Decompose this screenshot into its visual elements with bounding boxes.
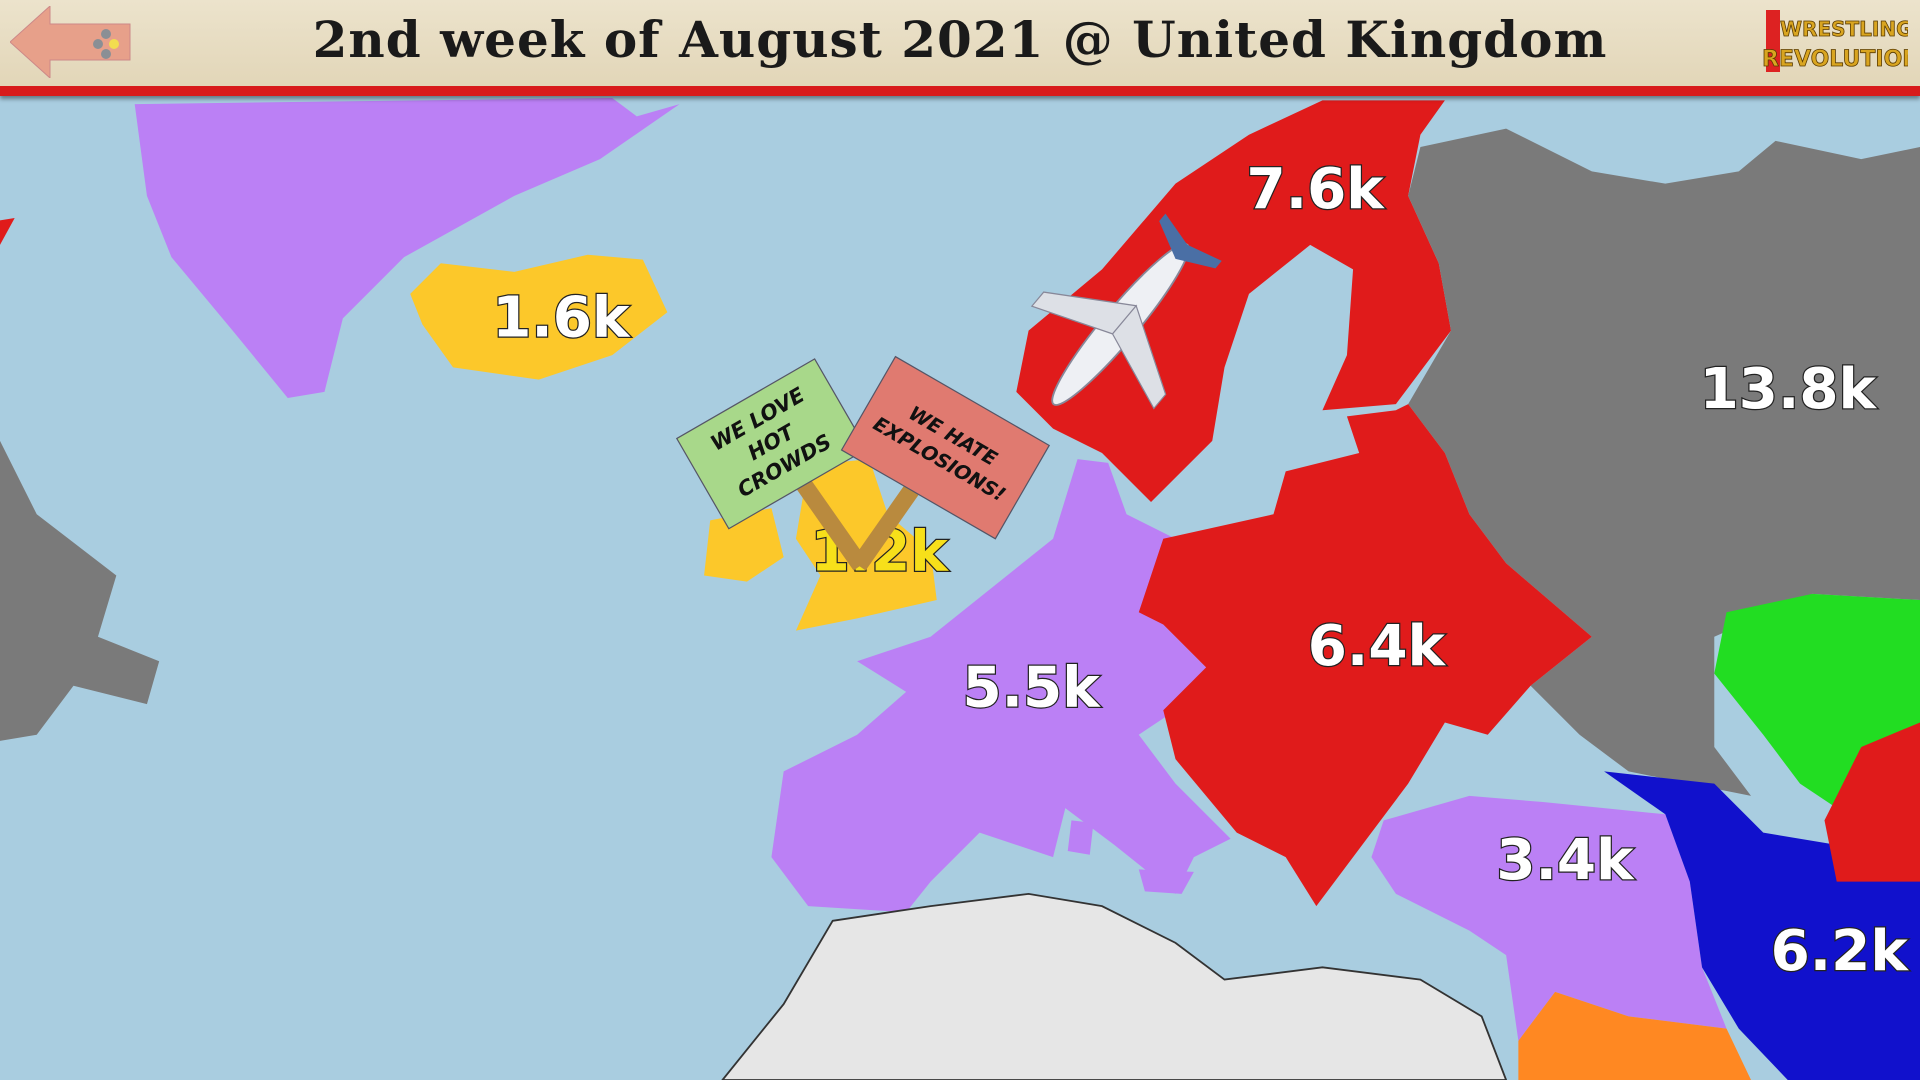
game-logo: WRESTLING REVOLUTION (1758, 4, 1920, 76)
region-canada (0, 440, 160, 741)
region-value-turkey: 3.4k (1496, 828, 1635, 893)
region-central-asia (1714, 593, 1920, 809)
region-turkey[interactable] (1371, 795, 1727, 1041)
region-russia[interactable] (1408, 128, 1920, 796)
svg-text:REVOLUTION: REVOLUTION (1762, 47, 1908, 72)
region-value-scandinavia: 7.6k (1247, 157, 1386, 222)
region-ireland[interactable] (704, 508, 784, 582)
airplane-icon (1030, 213, 1222, 410)
region-eastern-europe[interactable] (1138, 404, 1592, 907)
header-bar: 2nd week of August 2021 @ United Kingdom… (0, 0, 1920, 96)
region-north-africa (721, 892, 1508, 1080)
back-button[interactable] (9, 4, 135, 80)
back-arrow-icon (9, 4, 131, 80)
region-greenland[interactable] (134, 97, 680, 398)
svg-text:WRESTLING: WRESTLING (1780, 17, 1908, 41)
region-scandinavia[interactable] (1016, 100, 1452, 503)
region-iceland[interactable] (410, 254, 668, 380)
region-value-iran: 6.2k (1771, 919, 1910, 984)
region-value-western-europe: 5.5k (962, 656, 1101, 721)
region-value-russia: 13.8k (1700, 357, 1878, 422)
protest-signs: WE LOVEHOTCROWDS WE HATEEXPLOSIONS! (675, 355, 1051, 571)
region-value-iceland: 1.6k (492, 286, 631, 351)
region-western-europe[interactable] (771, 459, 1231, 913)
region-value-eastern-europe: 6.4k (1308, 614, 1447, 679)
region-arabia (1518, 991, 1752, 1080)
page-title: 2nd week of August 2021 @ United Kingdom (312, 10, 1608, 69)
